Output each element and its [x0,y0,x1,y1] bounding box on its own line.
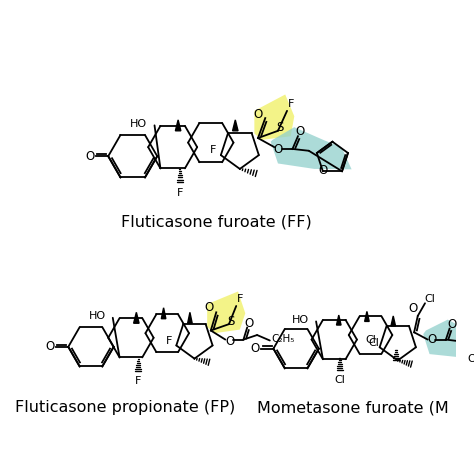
Polygon shape [337,315,341,325]
Text: S: S [227,315,235,328]
Polygon shape [255,94,294,140]
Text: F: F [288,99,294,109]
Polygon shape [271,127,352,169]
Polygon shape [188,312,192,323]
Text: O: O [428,333,437,346]
Polygon shape [207,292,245,333]
Text: Cl: Cl [334,374,345,384]
Text: Cl: Cl [424,294,435,304]
Text: O: O [251,342,260,355]
Text: O: O [318,164,328,177]
Polygon shape [134,312,139,323]
Text: Cl: Cl [365,336,376,346]
Text: F: F [177,188,183,198]
Polygon shape [175,120,181,131]
Text: O: O [447,318,457,331]
Text: S: S [276,121,283,134]
Text: O: O [85,150,95,163]
Text: Cl: Cl [369,338,380,348]
Text: F: F [210,145,216,155]
Text: O: O [409,302,418,315]
Text: Fluticasone propionate (FP): Fluticasone propionate (FP) [15,400,236,415]
Text: O: O [467,355,474,365]
Text: Mometasone furoate (M: Mometasone furoate (M [256,400,448,415]
Text: HO: HO [292,315,309,325]
Text: O: O [295,125,304,138]
Polygon shape [365,311,369,321]
Text: O: O [46,340,55,353]
Text: HO: HO [130,118,147,128]
Polygon shape [423,319,474,361]
Polygon shape [391,316,395,326]
Text: C₂H₅: C₂H₅ [272,334,295,344]
Text: F: F [135,376,141,386]
Text: O: O [225,335,235,348]
Text: Fluticasone furoate (FF): Fluticasone furoate (FF) [121,214,311,229]
Text: O: O [273,143,283,156]
Text: O: O [204,301,214,314]
Text: F: F [237,294,243,304]
Polygon shape [161,308,166,319]
Text: O: O [254,108,263,121]
Text: F: F [166,337,172,346]
Polygon shape [233,120,238,131]
Text: O: O [244,317,254,330]
Text: HO: HO [88,311,106,321]
